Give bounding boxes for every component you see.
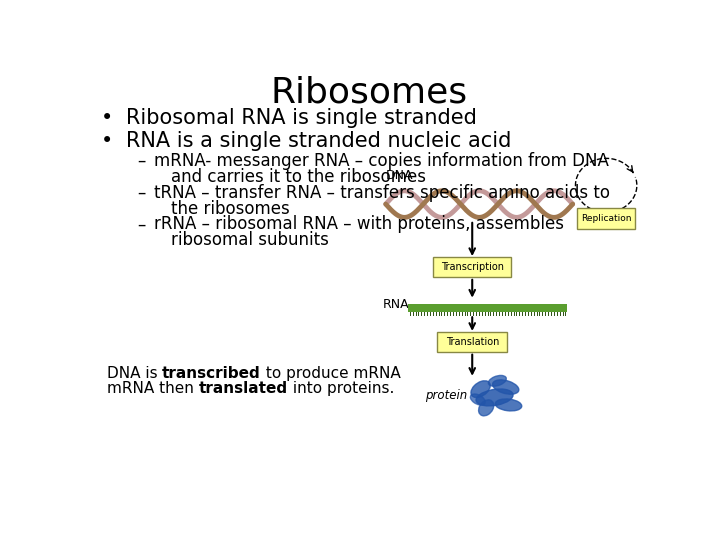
Ellipse shape	[476, 389, 513, 406]
Text: mRNA- messanger RNA – copies information from DNA: mRNA- messanger RNA – copies information…	[154, 152, 609, 170]
Text: the ribosomes: the ribosomes	[171, 199, 289, 218]
Ellipse shape	[495, 399, 522, 411]
Text: Translation: Translation	[446, 337, 499, 347]
FancyBboxPatch shape	[408, 305, 567, 312]
Text: Ribosomal RNA is single stranded: Ribosomal RNA is single stranded	[126, 109, 477, 129]
Text: RNA is a single stranded nucleic acid: RNA is a single stranded nucleic acid	[126, 131, 512, 151]
Text: –: –	[138, 184, 146, 202]
Text: Ribosomes: Ribosomes	[271, 75, 467, 109]
Ellipse shape	[492, 380, 519, 394]
Ellipse shape	[479, 400, 494, 416]
FancyBboxPatch shape	[577, 208, 636, 229]
Text: rRNA – ribosomal RNA – with proteins, assembles: rRNA – ribosomal RNA – with proteins, as…	[154, 215, 564, 233]
Text: into proteins.: into proteins.	[287, 381, 394, 396]
Text: ribosomal subunits: ribosomal subunits	[171, 231, 329, 249]
FancyBboxPatch shape	[437, 332, 507, 352]
Text: mRNA then: mRNA then	[107, 381, 199, 396]
Text: DNA: DNA	[386, 170, 413, 183]
Text: •: •	[101, 131, 114, 151]
Text: and carries it to the ribosomes: and carries it to the ribosomes	[171, 168, 426, 186]
Text: –: –	[138, 215, 146, 233]
Text: tRNA – transfer RNA – transfers specific amino acids to: tRNA – transfer RNA – transfers specific…	[154, 184, 610, 202]
Text: Replication: Replication	[581, 214, 631, 223]
Text: DNA is transcribed to produce mRNA: DNA is transcribed to produce mRNA	[107, 366, 390, 381]
Ellipse shape	[470, 394, 485, 405]
Text: protein: protein	[425, 389, 467, 402]
Text: •: •	[101, 109, 114, 129]
Ellipse shape	[488, 375, 506, 386]
Text: transcribed: transcribed	[162, 366, 261, 381]
FancyBboxPatch shape	[433, 257, 511, 277]
Text: Transcription: Transcription	[441, 262, 504, 272]
Text: RNA: RNA	[383, 298, 410, 311]
Text: DNA is: DNA is	[107, 366, 162, 381]
Text: to produce mRNA: to produce mRNA	[261, 366, 401, 381]
Text: translated: translated	[199, 381, 287, 396]
Ellipse shape	[471, 381, 490, 397]
Text: –: –	[138, 152, 146, 170]
